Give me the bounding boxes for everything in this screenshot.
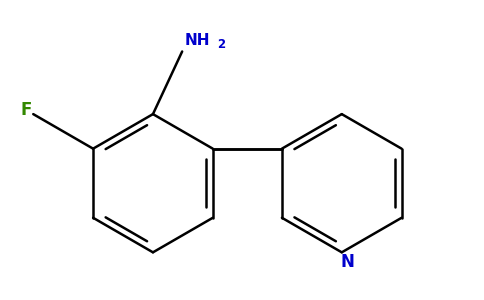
Text: F: F	[21, 101, 32, 119]
Text: N: N	[340, 253, 354, 271]
Text: 2: 2	[217, 38, 226, 51]
Text: NH: NH	[185, 33, 211, 48]
